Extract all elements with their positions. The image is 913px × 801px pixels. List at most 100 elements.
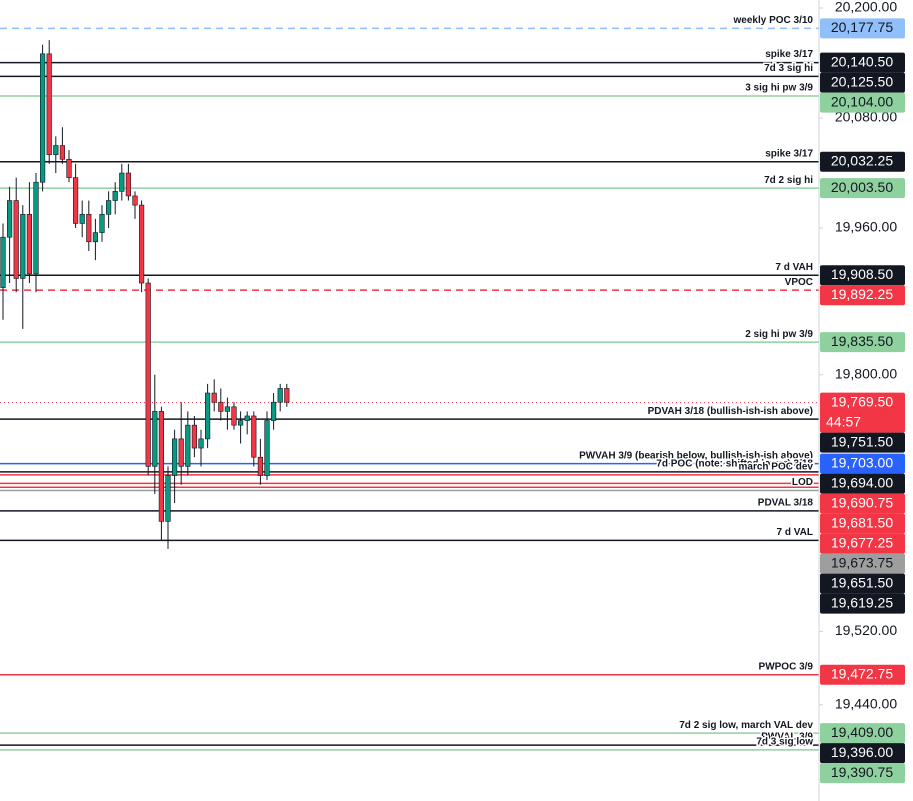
candle-body [244, 415, 250, 421]
price-badge [820, 493, 905, 514]
level-label: LOD [792, 477, 813, 488]
level-label: 3 sig hi pw 3/9 [745, 83, 813, 94]
price-badge-label: 19,690.75 [831, 494, 893, 510]
price-badge [820, 513, 905, 534]
level-label: VPOC [785, 277, 813, 288]
price-badge-label: 19,694.00 [831, 474, 893, 490]
price-badge [820, 332, 905, 353]
y-tick-label: 20,200.00 [835, 0, 897, 15]
level-label: 7d 2 sig hi [764, 175, 813, 186]
price-badge [820, 285, 905, 306]
level-label: 7d 3 sig low [756, 737, 813, 748]
candle-body [158, 411, 165, 522]
price-badge-label: 19,835.50 [831, 333, 893, 349]
candle-body [53, 145, 59, 155]
y-tick-label: 20,080.00 [835, 109, 897, 125]
price-badge-label: 19,703.00 [831, 454, 893, 470]
candle-body [125, 172, 131, 197]
price-badge-label: 20,104.00 [831, 93, 893, 109]
level-label: PDVAH 3/18 (bullish-ish-ish above) [648, 406, 813, 417]
candle-body [13, 200, 19, 279]
candle-body [66, 158, 72, 178]
candle-body [191, 424, 198, 449]
candle-body [178, 438, 184, 467]
price-badge [820, 265, 905, 286]
candle-body [277, 388, 283, 403]
price-badge-label: 19,619.25 [831, 594, 893, 610]
y-tick-label: 19,800.00 [835, 365, 897, 381]
candle-body [79, 213, 85, 224]
price-badge [820, 593, 905, 614]
level-label: PWPOC 3/9 [759, 661, 814, 672]
candle-body [59, 145, 65, 160]
price-badge-label: 19,396.00 [831, 744, 893, 760]
price-badge-label: 19,472.75 [831, 665, 893, 681]
candle-body [257, 456, 264, 476]
price-axis-labels: 20,200.00 20,080.00 19,960.00 19,800.00 19,5… [819, 0, 905, 784]
price-badge [820, 743, 905, 764]
price-badge [820, 92, 905, 113]
price-badge [820, 763, 905, 784]
candle-body [211, 392, 217, 403]
level-label: spike 3/17 [765, 148, 813, 159]
price-badge [820, 178, 905, 199]
countdown: 44:57 [826, 413, 861, 429]
candle-body [0, 236, 6, 288]
price-badge [820, 473, 905, 494]
candle-body [152, 411, 158, 467]
candle-body [284, 388, 290, 403]
level-label: PWVAH 3/9 (bearish below, bullish-ish-is… [579, 450, 813, 461]
candle-body [185, 424, 191, 467]
candle-body [172, 438, 178, 476]
level-label: 2 sig hi pw 3/9 [745, 329, 813, 340]
level-label: march POC dev [739, 462, 814, 473]
candle-body [73, 177, 79, 224]
price-badge-label: 19,677.25 [831, 534, 893, 550]
y-tick-label: 19,440.00 [835, 695, 897, 711]
price-badge-label: 19,673.75 [831, 554, 893, 570]
price-badge-label: 20,125.50 [831, 73, 893, 89]
candle-body [238, 420, 244, 426]
price-badge-label: 19,751.50 [831, 433, 893, 449]
candle-body [224, 406, 231, 412]
price-badge [820, 553, 905, 574]
price-badge-label: 20,032.25 [831, 153, 893, 169]
level-label: PWVAL 3/9 [761, 732, 813, 743]
candle-body [46, 53, 52, 155]
price-badge [820, 392, 905, 433]
price-badge [820, 432, 905, 453]
price-badge [820, 573, 905, 594]
candle-body [165, 475, 171, 522]
level-label: 7 d VAH [775, 262, 813, 273]
level-label: 7d POC (note: shifted lower) 3/18 [656, 459, 813, 470]
candle-body [39, 53, 46, 183]
candle-body [145, 282, 151, 467]
candle-body [112, 191, 118, 201]
candle-body [231, 406, 237, 426]
price-badge [820, 72, 905, 93]
y-tick-label: 19,960.00 [835, 219, 897, 235]
price-badge [820, 18, 905, 39]
price-badge [820, 151, 905, 172]
candle-body [251, 415, 257, 458]
plot-area: weekly POC 3/10 spike 3/17 7d 3 sig hi 3 si… [0, 14, 819, 751]
candle-body [86, 213, 92, 243]
price-badge-label: 20,003.50 [831, 179, 893, 195]
price-badge-label: 19,409.00 [831, 724, 893, 740]
y-tick-label: 19,520.00 [835, 622, 897, 638]
candle-body [218, 401, 224, 412]
candle-body [26, 213, 33, 275]
level-label: 7 d VAL [777, 527, 813, 538]
price-badge-label: 19,390.75 [831, 764, 893, 780]
price-badge-label: 19,651.50 [831, 574, 893, 590]
price-badge [820, 453, 905, 474]
price-badge [820, 723, 905, 744]
price-badge [820, 664, 905, 685]
candle-body [119, 172, 125, 192]
candle-body [264, 420, 270, 476]
level-label: spike 3/17 [765, 49, 813, 60]
price-badge-label: 19,908.50 [831, 266, 893, 282]
price-badge-label: 19,769.50 [831, 393, 893, 409]
